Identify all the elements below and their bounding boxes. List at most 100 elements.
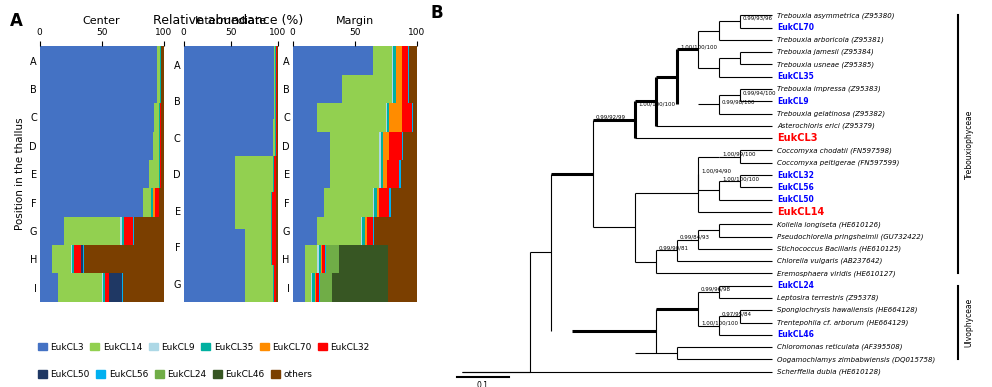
Bar [305, 245, 317, 274]
Text: 1.00/94/90: 1.00/94/90 [701, 168, 731, 173]
X-axis label: Margin: Margin [335, 15, 374, 26]
Text: Trebouxia impressa (Z95383): Trebouxia impressa (Z95383) [777, 86, 881, 92]
Bar [40, 188, 143, 217]
Bar [312, 274, 314, 302]
Text: Asterochloris erici (Z95379): Asterochloris erici (Z95379) [777, 123, 875, 129]
Bar [367, 217, 373, 245]
Text: 0.99/90/81: 0.99/90/81 [659, 245, 688, 250]
Text: 0.99/84/93: 0.99/84/93 [680, 235, 710, 240]
Bar [399, 160, 401, 188]
Bar [160, 75, 161, 103]
Text: Pseudochlorella pringsheimii (GU732422): Pseudochlorella pringsheimii (GU732422) [777, 233, 924, 240]
Bar [413, 103, 417, 132]
Bar [161, 132, 164, 160]
Bar [373, 46, 392, 75]
Bar [318, 274, 319, 302]
Bar [235, 156, 273, 192]
Text: Scherffelia dubia (HE610128): Scherffelia dubia (HE610128) [777, 368, 881, 375]
Bar [293, 160, 329, 188]
Bar [123, 274, 164, 302]
Text: 1.00/100/100: 1.00/100/100 [722, 176, 759, 181]
Bar [245, 265, 273, 302]
Text: 1.00/100/100: 1.00/100/100 [680, 44, 717, 49]
Bar [311, 274, 312, 302]
Bar [383, 160, 387, 188]
Bar [160, 132, 161, 160]
Bar [122, 217, 124, 245]
Bar [381, 160, 383, 188]
Bar [388, 245, 417, 274]
Bar [402, 75, 408, 103]
Bar [184, 265, 245, 302]
Bar [387, 160, 399, 188]
Text: Relative abundance (%): Relative abundance (%) [153, 14, 304, 27]
Bar [184, 156, 235, 192]
Bar [387, 103, 389, 132]
Bar [401, 160, 417, 188]
Bar [161, 46, 164, 75]
Text: Trebouxia gelatinosa (Z95382): Trebouxia gelatinosa (Z95382) [777, 110, 885, 117]
Bar [133, 217, 134, 245]
Text: Trentepohlia cf. arborum (HE664129): Trentepohlia cf. arborum (HE664129) [777, 319, 909, 326]
Bar [293, 245, 305, 274]
Text: EukCL70: EukCL70 [777, 23, 814, 32]
Bar [159, 103, 160, 132]
Bar [325, 245, 326, 274]
Bar [323, 188, 373, 217]
Bar [321, 245, 322, 274]
Bar [40, 46, 158, 75]
Bar [305, 274, 311, 302]
Text: 0.99/92/99: 0.99/92/99 [596, 115, 626, 120]
Bar [64, 217, 120, 245]
Bar [184, 120, 273, 156]
Bar [293, 274, 305, 302]
Bar [83, 245, 84, 274]
Bar [293, 132, 329, 160]
Legend: EukCL50, EukCL56, EukCL24, EukCL46, others: EukCL50, EukCL56, EukCL24, EukCL46, othe… [35, 366, 316, 382]
Bar [105, 274, 109, 302]
Text: 1.00/100/100: 1.00/100/100 [638, 101, 675, 106]
Bar [40, 75, 158, 103]
Text: 0.97/95/84: 0.97/95/84 [722, 312, 752, 317]
Text: 0.1: 0.1 [477, 381, 489, 387]
Bar [375, 217, 417, 245]
Bar [317, 103, 386, 132]
Text: EukCL50: EukCL50 [777, 195, 813, 204]
Text: Trebouxia usneae (Z95385): Trebouxia usneae (Z95385) [777, 61, 874, 68]
Bar [159, 160, 160, 188]
Bar [276, 265, 278, 302]
Bar [155, 188, 159, 217]
Bar [134, 217, 164, 245]
Text: Ulvophyceae: Ulvophyceae [965, 298, 974, 347]
Bar [396, 75, 402, 103]
Bar [403, 132, 417, 160]
Bar [153, 132, 159, 160]
Bar [109, 274, 122, 302]
Bar [317, 245, 318, 274]
Bar [103, 274, 105, 302]
Bar [184, 192, 235, 229]
Bar [80, 245, 83, 274]
Bar [84, 245, 164, 274]
Bar [314, 274, 316, 302]
Text: Spongiochrysis hawaiiensis (HE664128): Spongiochrysis hawaiiensis (HE664128) [777, 307, 918, 313]
Text: EukCL3: EukCL3 [777, 133, 817, 143]
Bar [338, 245, 388, 274]
Text: 0.99/98/100: 0.99/98/100 [722, 99, 756, 104]
Bar [317, 217, 361, 245]
Bar [102, 274, 103, 302]
Bar [235, 192, 271, 229]
Bar [293, 46, 373, 75]
Bar [392, 75, 393, 103]
Bar [276, 156, 278, 192]
Text: Oogamochlamys zimbabwiensis (DQ015758): Oogamochlamys zimbabwiensis (DQ015758) [777, 356, 935, 363]
Bar [373, 188, 375, 217]
Bar [161, 75, 164, 103]
Bar [124, 217, 133, 245]
Bar [409, 75, 417, 103]
Text: 0.99/96/98: 0.99/96/98 [701, 287, 731, 292]
Bar [160, 160, 161, 188]
Bar [402, 132, 403, 160]
Bar [149, 160, 159, 188]
Bar [184, 46, 274, 83]
